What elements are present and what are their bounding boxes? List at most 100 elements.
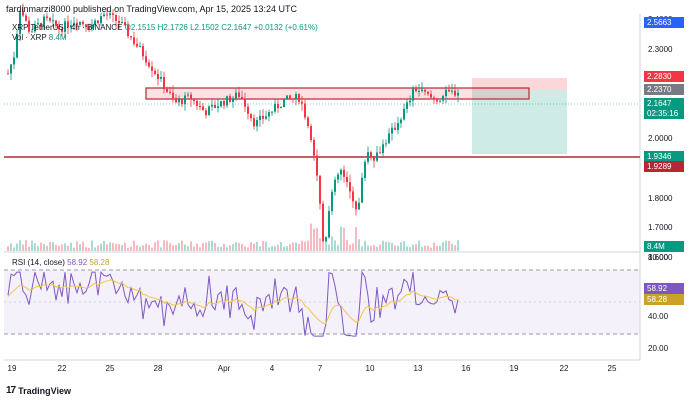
candle	[247, 106, 249, 114]
candle	[97, 20, 99, 24]
volume-bar	[304, 241, 306, 251]
candles-group	[7, 3, 459, 243]
candle	[406, 102, 408, 109]
time-axis-label: 28	[153, 364, 163, 373]
volume-legend[interactable]: Vol · XRP 8.4M	[12, 33, 67, 42]
volume-bar	[397, 245, 399, 251]
candle	[358, 202, 360, 210]
candle	[241, 96, 243, 99]
volume-bar	[400, 242, 402, 251]
candle	[178, 99, 180, 103]
volume-bar	[229, 245, 231, 251]
volume-bar	[115, 243, 117, 251]
time-axis-label: 16	[461, 364, 471, 373]
candle	[76, 22, 78, 25]
candle	[355, 201, 357, 210]
volume-bar	[109, 242, 111, 251]
volume-bar	[268, 247, 270, 251]
volume-bar	[445, 240, 447, 251]
volume-bar	[373, 245, 375, 251]
rsi-ma-value: 58.28	[89, 258, 110, 267]
time-axis-label: 19	[509, 364, 519, 373]
volume-bar	[256, 241, 258, 251]
volume-bar	[244, 246, 246, 251]
candle	[403, 108, 405, 120]
candle	[349, 182, 351, 192]
candle	[334, 179, 336, 192]
candle	[91, 24, 93, 29]
volume-bar	[235, 242, 237, 251]
volume-bar	[454, 245, 456, 251]
candle	[283, 99, 285, 108]
volume-bar	[277, 244, 279, 251]
candle	[361, 177, 363, 203]
legend-high: H2.1726	[157, 23, 188, 32]
candle	[427, 91, 429, 94]
volume-bar	[148, 244, 150, 251]
candle	[157, 73, 159, 79]
candle	[235, 92, 237, 99]
candle	[184, 95, 186, 105]
volume-bar	[196, 243, 198, 251]
candle	[28, 20, 30, 32]
rsi-axis-label: 40.00	[648, 312, 669, 321]
volume-bar	[97, 245, 99, 251]
volume-bar	[271, 246, 273, 251]
candle	[82, 21, 84, 25]
volume-bar	[310, 223, 312, 251]
volume-bar	[130, 246, 132, 251]
stop-zone[interactable]	[472, 78, 567, 90]
candle	[10, 64, 12, 74]
volume-bar	[100, 243, 102, 251]
volume-bar	[253, 243, 255, 251]
volume-bar	[19, 240, 21, 251]
candle	[457, 92, 459, 96]
rsi-legend[interactable]: RSI (14, close) 58.92 58.28	[12, 258, 109, 267]
candle	[118, 20, 120, 24]
price-axis-label: 2.3000	[648, 44, 673, 54]
volume-bar	[208, 241, 210, 251]
candle	[307, 117, 309, 127]
volume-bar	[451, 243, 453, 251]
rsi-axis-label: 80.00	[648, 253, 669, 262]
price-tag: 2.1647	[644, 98, 684, 109]
volume-bar	[163, 240, 165, 251]
volume-bar	[184, 244, 186, 251]
time-axis-label: Apr	[217, 364, 231, 373]
volume-bar	[217, 246, 219, 251]
candle	[232, 98, 234, 102]
volume-bar	[55, 245, 57, 251]
candle	[373, 157, 375, 161]
tradingview-footer[interactable]: 17 TradingView	[6, 385, 71, 396]
candle	[127, 25, 129, 37]
target-zone[interactable]	[472, 90, 567, 154]
rsi-value: 58.92	[67, 258, 88, 267]
resistance-zone[interactable]	[145, 87, 530, 100]
candle	[364, 161, 366, 178]
candle	[325, 237, 327, 241]
legend-change: +0.0132 (+0.61%)	[253, 23, 318, 32]
candle	[229, 96, 231, 102]
candle	[115, 14, 117, 21]
volume-bar	[145, 243, 147, 251]
candle	[148, 62, 150, 67]
legend-close: C2.1647	[221, 23, 252, 32]
candle	[319, 175, 321, 204]
symbol-legend[interactable]: XRP TetherUS · 4h · BINANCE O2.1515 H2.1…	[12, 23, 318, 32]
volume-bar	[337, 245, 339, 251]
tradingview-logo-icon: 17	[6, 385, 16, 396]
volume-bar	[154, 242, 156, 251]
volume-bar	[328, 244, 330, 251]
volume-bar	[325, 237, 327, 251]
volume-bar	[424, 245, 426, 251]
candle	[280, 107, 282, 109]
candle	[382, 144, 384, 154]
volume-bar	[280, 242, 282, 251]
volume-bar	[82, 241, 84, 251]
candle	[301, 101, 303, 104]
volume-bar	[346, 240, 348, 251]
candle	[139, 46, 141, 48]
volume-bar	[379, 244, 381, 251]
candle	[163, 77, 165, 90]
